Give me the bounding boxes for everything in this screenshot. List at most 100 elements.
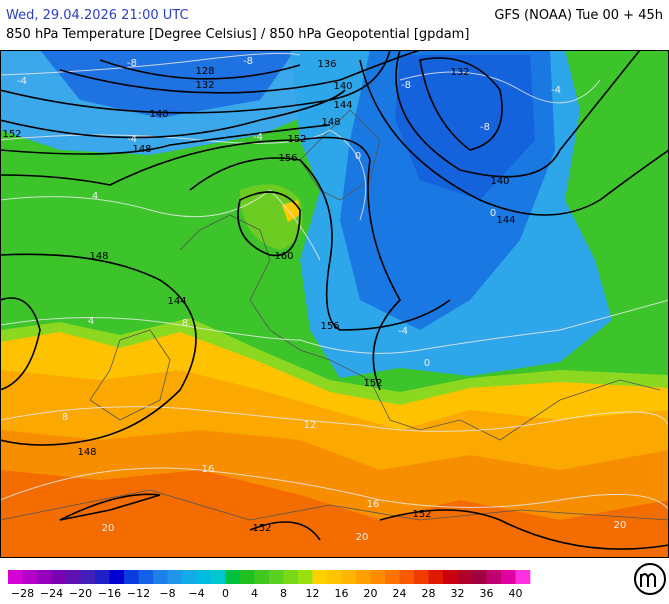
geopotential-label: 152 [412,509,431,520]
colorbar-swatch [428,570,444,584]
colorbar-swatch [399,570,415,584]
geopotential-label: 148 [89,251,108,262]
colorbar-label: −8 [159,587,175,600]
colorbar-label: −4 [188,587,204,600]
colorbar-swatch [443,570,458,584]
geopotential-label: 156 [320,321,339,332]
geopotential-label: 132 [195,80,214,91]
geopotential-label: 152 [287,134,306,145]
model-run: GFS (NOAA) Tue 00 + 45h [494,8,663,23]
colorbar-label: 8 [280,587,287,600]
colorbar-label: 32 [451,587,465,600]
geopotential-label: 152 [363,378,382,389]
colorbar-swatch [486,570,502,584]
geopotential-label: 144 [167,296,186,307]
colorbar-swatch [167,570,183,584]
temperature-label: 8 [62,412,68,423]
colorbar-swatch [385,570,400,584]
geopotential-label: 140 [333,81,352,92]
geopotential-label: 160 [274,251,293,262]
colorbar-label: 16 [335,587,349,600]
geopotential-label: 144 [496,215,515,226]
geopotential-label: 156 [278,153,297,164]
colorbar-swatch [254,570,270,584]
colorbar: −28 −24 −20 −16 −12 −8 −4 0 4 8 12 16 20 24 28 32 36 40 [8,570,531,600]
colorbar-swatch [341,570,357,584]
colorbar-swatch [153,570,168,584]
field [282,200,300,222]
field [40,50,295,118]
logo [634,563,666,595]
temperature-label: 20 [356,532,369,543]
colorbar-swatch [22,570,38,584]
geopotential-label: 144 [333,100,352,111]
temperature-label: 16 [367,499,380,510]
colorbar-swatch [240,570,255,584]
colorbar-swatch [370,570,386,584]
isotherms [0,52,669,511]
geopotential-label: 148 [77,447,96,458]
temperature-label: 16 [202,464,215,475]
colorbar-label: −28 [11,587,34,600]
colorbar-swatch [472,570,487,584]
temperature-label: 12 [304,420,317,431]
isobars [0,50,669,550]
temperature-label: -4 [551,85,561,96]
colorbar-swatch [283,570,299,584]
colorbar-swatch [414,570,429,584]
temperature-label: -8 [127,58,137,69]
colorbar-label: −12 [127,587,150,600]
colorbar-swatch [95,570,110,584]
colorbar-swatch [327,570,342,584]
temperature-label: 8 [182,318,188,329]
temperature-label: 0 [490,208,496,219]
colorbar-swatch [138,570,154,584]
temperature-label: 20 [614,520,627,531]
colorbar-swatch [501,570,516,584]
colorbar-swatch [269,570,284,584]
colorbar-swatch [457,570,473,584]
colorbar-swatch [211,570,226,584]
colorbar-swatch [182,570,197,584]
colorbar-swatch [51,570,67,584]
colorbar-swatch [196,570,212,584]
field [240,184,303,250]
colorbar-swatch [124,570,139,584]
temperature-label: -4 [398,326,408,337]
geopotential-label: 148 [132,144,151,155]
temperature-label: 0 [355,151,361,162]
colorbar-swatch [312,570,328,584]
colorbar-swatch [515,570,531,584]
temperature-label: -4 [17,76,27,87]
colorbar-swatch [8,570,23,584]
logo-mark [640,573,656,587]
temperature-label: -8 [243,56,253,67]
geopotential-label: 136 [317,59,336,70]
colorbar-swatch [66,570,81,584]
temperature-label: -8 [480,122,490,133]
colorbar-swatch [356,570,371,584]
colorbar-label: 36 [480,587,494,600]
colorbar-swatch [225,570,241,584]
colorbar-label: −16 [98,587,121,600]
geopotential-label: 148 [321,117,340,128]
geopotential-label: 132 [450,67,469,78]
colorbar-label: −20 [69,587,92,600]
temperature-label: 4 [92,191,98,202]
colorbar-swatch [80,570,96,584]
colorbar-label: 4 [251,587,258,600]
colorbar-label: 0 [222,587,229,600]
valid-time: Wed, 29.04.2026 21:00 UTC [6,8,189,23]
colorbar-label: 28 [422,587,436,600]
parameter: 850 hPa Temperature [Degree Celsius] / 8… [6,27,469,42]
logo-circle [634,563,666,595]
geopotential-label: 128 [195,66,214,77]
colorbar-swatch [37,570,52,584]
temperature-label: -4 [127,134,137,145]
geopotential-label: 140 [149,109,168,120]
temperature-label: 0 [424,358,430,369]
temperature-label: 4 [88,316,94,327]
colorbar-swatch [109,570,125,584]
